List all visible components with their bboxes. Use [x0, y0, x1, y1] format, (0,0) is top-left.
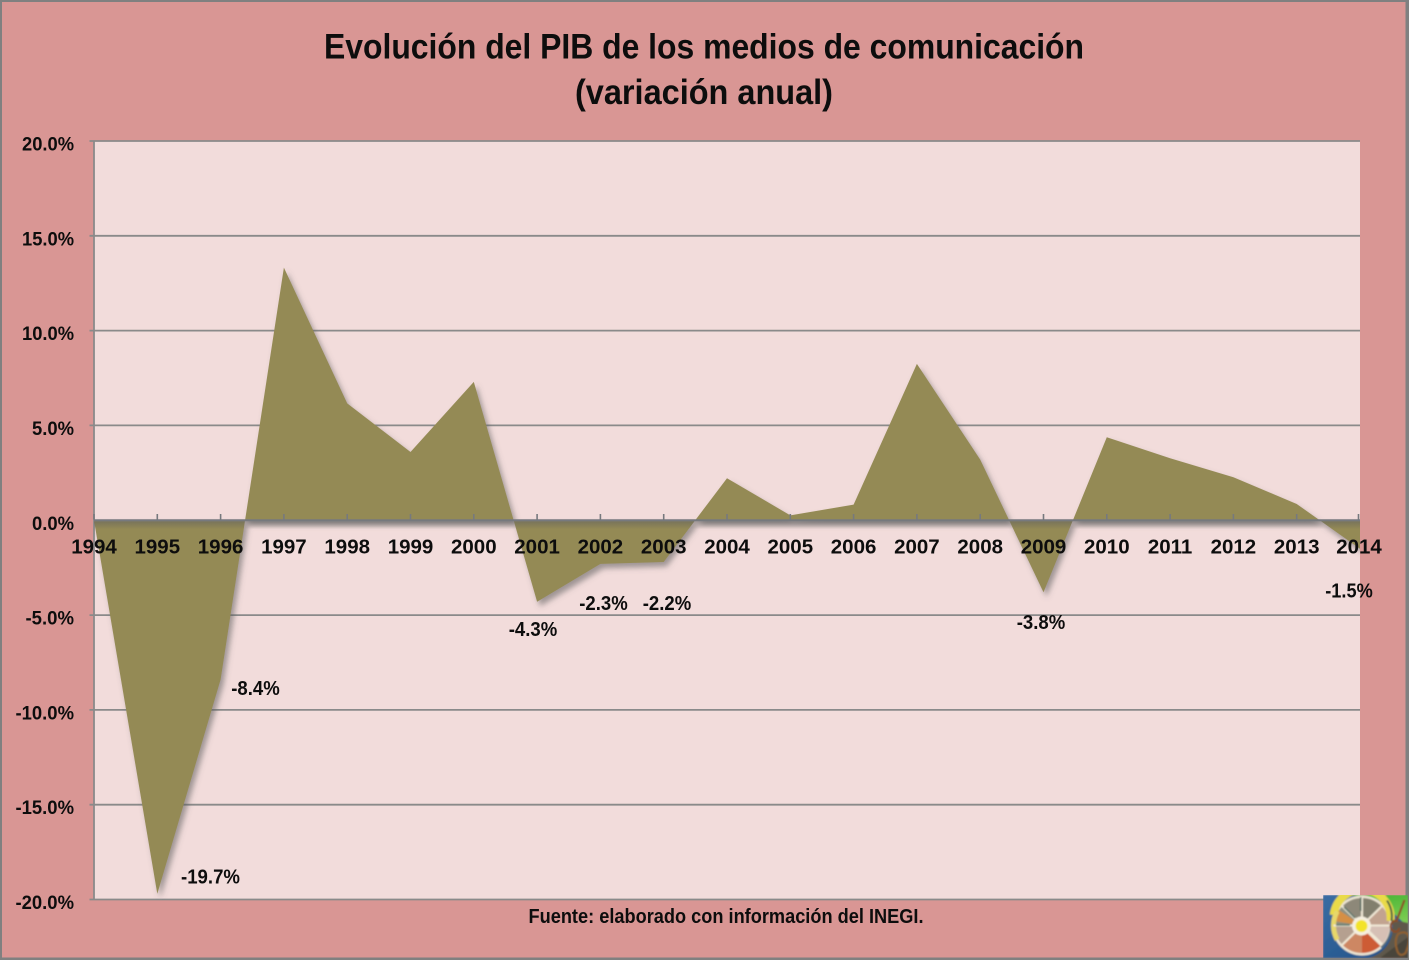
- svg-text:-5.0%: -5.0%: [26, 608, 75, 630]
- svg-text:(variación anual): (variación anual): [575, 73, 833, 112]
- svg-text:2009: 2009: [1021, 536, 1067, 559]
- svg-text:-3.8%: -3.8%: [1017, 611, 1066, 634]
- svg-text:2007: 2007: [894, 536, 940, 559]
- svg-text:1994: 1994: [71, 536, 117, 559]
- svg-text:-10.0%: -10.0%: [16, 702, 75, 724]
- svg-text:1999: 1999: [388, 536, 434, 559]
- svg-text:2010: 2010: [1084, 536, 1130, 559]
- svg-text:2005: 2005: [767, 536, 813, 559]
- svg-text:2014: 2014: [1336, 536, 1382, 559]
- svg-text:Fuente: elaborado con informac: Fuente: elaborado con información del IN…: [529, 905, 924, 928]
- svg-text:1998: 1998: [324, 536, 370, 559]
- svg-text:-20.0%: -20.0%: [16, 892, 75, 914]
- svg-text:2002: 2002: [578, 536, 624, 559]
- svg-text:20.0%: 20.0%: [22, 134, 74, 156]
- svg-text:5.0%: 5.0%: [32, 418, 74, 440]
- svg-text:0.0%: 0.0%: [32, 513, 74, 535]
- svg-text:-19.7%: -19.7%: [181, 865, 240, 888]
- svg-text:1997: 1997: [261, 536, 307, 559]
- svg-text:2003: 2003: [641, 536, 687, 559]
- svg-text:10.0%: 10.0%: [22, 323, 74, 345]
- svg-text:2006: 2006: [831, 536, 877, 559]
- svg-text:2012: 2012: [1211, 536, 1257, 559]
- svg-text:2001: 2001: [514, 536, 560, 559]
- svg-text:-2.3%: -2.3%: [579, 592, 628, 615]
- svg-text:1995: 1995: [134, 536, 180, 559]
- svg-text:15.0%: 15.0%: [22, 228, 74, 250]
- svg-text:-2.2%: -2.2%: [643, 592, 692, 615]
- svg-text:2004: 2004: [704, 536, 750, 559]
- svg-text:2008: 2008: [957, 536, 1003, 559]
- svg-text:1996: 1996: [198, 536, 244, 559]
- svg-text:-1.5%: -1.5%: [1325, 580, 1373, 603]
- svg-text:-4.3%: -4.3%: [509, 618, 558, 641]
- svg-text:2011: 2011: [1148, 536, 1192, 559]
- svg-text:Evolución del PIB de los medio: Evolución del PIB de los medios de comun…: [324, 28, 1084, 67]
- svg-text:-15.0%: -15.0%: [16, 797, 75, 819]
- svg-text:-8.4%: -8.4%: [231, 677, 280, 700]
- svg-text:2000: 2000: [451, 536, 497, 559]
- svg-text:2013: 2013: [1274, 536, 1320, 559]
